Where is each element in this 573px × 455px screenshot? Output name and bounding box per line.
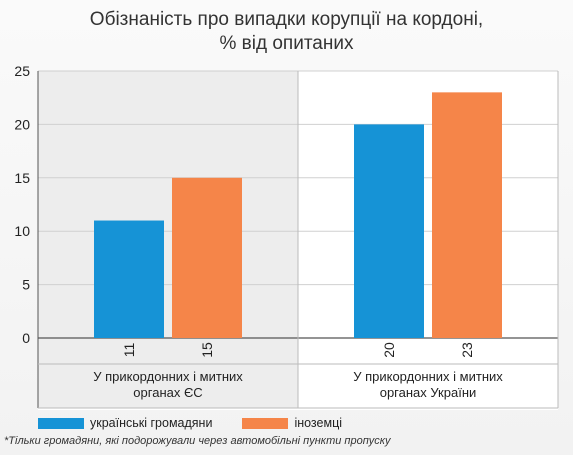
y-tick-label: 15 (14, 170, 30, 186)
category-label: У прикордонних і митних (93, 369, 243, 384)
bar (432, 92, 502, 338)
legend-label-ukrainian-citizens: українські громадяни (90, 416, 213, 430)
y-tick-label: 0 (22, 330, 30, 346)
legend: українські громадяни іноземці (38, 415, 372, 431)
legend-swatch-ukrainian-citizens (38, 417, 84, 429)
legend-item-foreigners: іноземці (242, 416, 342, 430)
category-label: органах України (380, 385, 477, 400)
bar (172, 177, 242, 338)
y-tick-label: 20 (14, 116, 30, 132)
category-label: У прикордонних і митних (353, 369, 503, 384)
bar-data-label: 15 (199, 342, 215, 358)
chart-title: Обізнаність про випадки корупції на корд… (0, 8, 573, 56)
legend-item-ukrainian-citizens: українські громадяни (38, 416, 212, 430)
category-label: органах ЄС (133, 385, 202, 400)
bar-data-label: 23 (459, 342, 475, 358)
chart-title-line-1: Обізнаність про випадки корупції на корд… (89, 9, 484, 30)
legend-swatch-foreigners (242, 417, 289, 429)
bar (354, 124, 424, 339)
bar-data-label: 11 (121, 343, 137, 358)
legend-label-foreigners: іноземці (294, 416, 343, 430)
bar-data-label: 20 (381, 342, 397, 358)
y-tick-label: 5 (22, 277, 30, 293)
footnote: *Тільки громадяни, які подорожували чере… (4, 435, 391, 447)
y-tick-label: 10 (14, 223, 30, 239)
y-tick-label: 25 (14, 63, 30, 79)
chart-title-line-2: % від опитаних (219, 33, 354, 54)
bar (94, 220, 164, 338)
category-shade-eu (38, 71, 298, 408)
